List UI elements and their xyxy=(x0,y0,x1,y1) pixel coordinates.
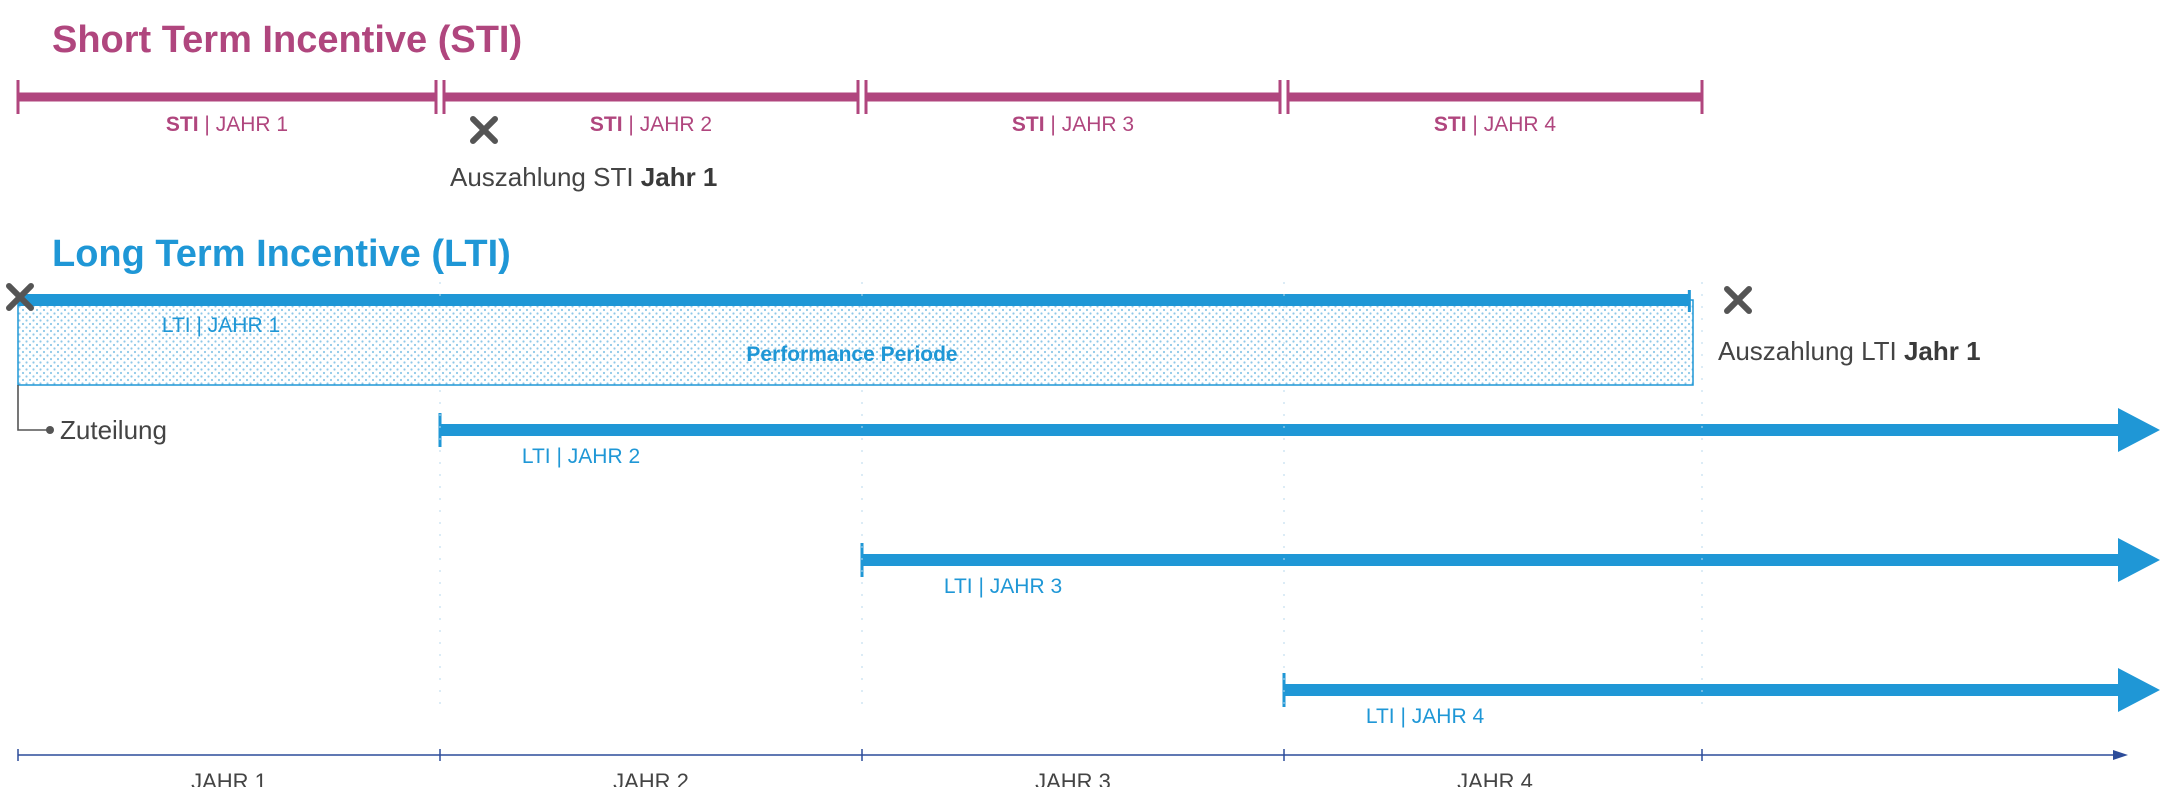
sti-segment-label: STI | JAHR 3 xyxy=(1012,113,1134,136)
bullet-connector-icon xyxy=(46,426,54,434)
sti-payout-note: Auszahlung STI Jahr 1 xyxy=(450,162,717,192)
cross-mark-icon xyxy=(470,116,498,144)
sti-segment-year: | JAHR 1 xyxy=(199,113,288,136)
grant-connector-line xyxy=(17,385,48,431)
sti-payout-marker: Auszahlung STI Jahr 1 xyxy=(450,116,717,192)
performance-period-label: Performance Periode xyxy=(746,343,957,366)
lti-payout-note: Auszahlung LTI Jahr 1 xyxy=(1718,336,1981,366)
sti-timeline: STI | JAHR 1 STI | JAHR 2 STI | JAHR 3 STI … xyxy=(16,80,1704,136)
arrow-head-icon xyxy=(2118,408,2160,452)
lti-timeline: LTI | JAHR 1 LTI | JAHR 2 LTI | JAHR 3 LTI … xyxy=(18,282,2160,728)
axis-year-label: JAHR 1 xyxy=(191,769,267,787)
sti-segment-label: STI | JAHR 4 xyxy=(1434,113,1556,136)
arrow-head-icon xyxy=(2118,668,2160,712)
lti-title: Long Term Incentive (LTI) xyxy=(52,233,511,275)
cross-mark-icon xyxy=(1724,286,1752,314)
grant-marker: Zuteilung xyxy=(17,385,167,445)
sti-segment-prefix: STI xyxy=(166,113,199,136)
lti-bar-label: LTI | JAHR 3 xyxy=(944,575,1062,598)
axis-year-label: JAHR 4 xyxy=(1457,769,1533,787)
sti-segment-label: STI | JAHR 2 xyxy=(590,113,712,136)
sti-segment-label: STI | JAHR 1 xyxy=(166,113,288,136)
performance-period-box xyxy=(17,299,1694,386)
lti-bar-label: LTI | JAHR 1 xyxy=(162,314,280,337)
lti-payout-marker: Auszahlung LTI Jahr 1 xyxy=(1718,286,1981,366)
arrow-head-icon xyxy=(2118,538,2160,582)
lti-bar-label: LTI | JAHR 4 xyxy=(1366,705,1485,728)
axis-year-label: JAHR 3 xyxy=(1035,769,1111,787)
sti-segment-prefix: STI xyxy=(1434,113,1467,136)
sti-segment-prefix: STI xyxy=(590,113,623,136)
sti-segment-year: | JAHR 4 xyxy=(1467,113,1557,136)
grant-label: Zuteilung xyxy=(60,415,167,445)
sti-title: Short Term Incentive (STI) xyxy=(52,19,522,61)
axis-year-label: JAHR 2 xyxy=(613,769,689,787)
cross-mark-icon xyxy=(6,283,34,311)
axis-arrow-icon xyxy=(2113,750,2128,760)
year-axis: JAHR 1 JAHR 2 JAHR 3 JAHR 4 xyxy=(17,749,2128,792)
sti-segment-year: | JAHR 3 xyxy=(1045,113,1134,136)
sti-segment-prefix: STI xyxy=(1012,113,1045,136)
sti-segment-year: | JAHR 2 xyxy=(623,113,712,136)
lti-bar-label: LTI | JAHR 2 xyxy=(522,445,640,468)
